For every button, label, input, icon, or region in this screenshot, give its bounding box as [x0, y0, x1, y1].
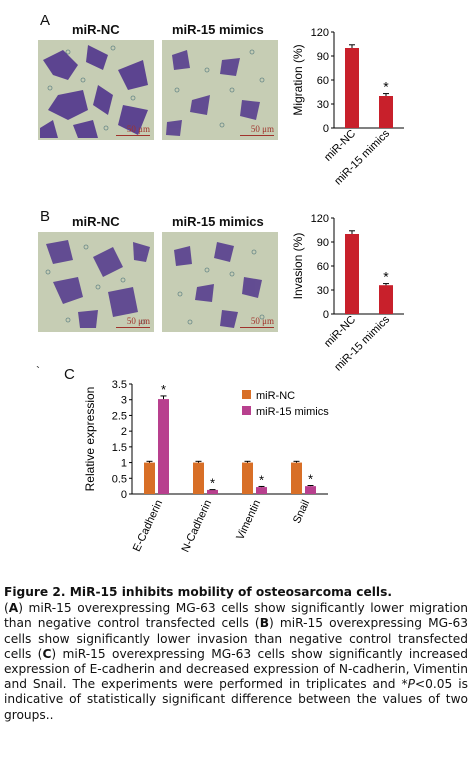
scale-label-a-nc: 50 μm [126, 124, 150, 134]
expression-ytick-label-2: 1 [121, 458, 127, 470]
panel-a-letter: A [40, 12, 51, 29]
panel-b-letter: B [40, 208, 51, 225]
migration-ytick-label-1: 30 [317, 99, 329, 111]
invasion-ytick-label-1: 30 [317, 285, 329, 297]
expression-sig-1: * [210, 476, 215, 491]
panel-b-label-mimics: miR-15 mimics [172, 214, 264, 229]
caption-ref-c: C [42, 646, 52, 661]
invasion-ylabel: Invasion (%) [291, 233, 305, 300]
invasion-ytick-label-3: 90 [317, 237, 329, 249]
scale-bar-a-nc [116, 135, 150, 136]
expression-xtick-label-0: E-Cadherin [131, 498, 165, 553]
expression-ylabel: Relative expression [83, 387, 97, 492]
migration-ylabel: Migration (%) [291, 44, 305, 115]
caption-part-1: ) miR-15 overexpressing MG-63 cells show… [4, 601, 468, 631]
invasion-bar-0 [345, 234, 359, 314]
expression-ytick-label-0: 0 [121, 489, 127, 501]
expression-ytick-label-6: 3 [121, 395, 127, 407]
panel-a-label-nc: miR-NC [72, 22, 120, 37]
expression-ytick-label-1: 0.5 [112, 473, 127, 485]
expression-ytick-label-5: 2.5 [112, 410, 127, 422]
expression-legend-label-0: miR-NC [256, 390, 295, 402]
scale-bar-b-nc [116, 327, 150, 328]
expression-bar-2-1 [256, 487, 267, 494]
panel-c-letter: C [64, 366, 75, 383]
figure-caption: Figure 2. MiR-15 inhibits mobility of os… [4, 585, 468, 723]
expression-xtick-label-3: Snail [291, 498, 312, 525]
caption-ref-b: B [259, 616, 269, 631]
caption-part-2: ) miR-15 overexpressing MG-63 cells show… [4, 616, 468, 661]
micrograph-a-nc: 50 μm [38, 40, 154, 140]
expression-legend-label-1: miR-15 mimics [256, 406, 329, 418]
expression-sig-3: * [308, 472, 313, 487]
invasion-sig-1: * [383, 269, 389, 285]
micrograph-a-nc-cells [40, 45, 148, 138]
invasion-ytick-label-0: 0 [323, 309, 329, 321]
scale-label-b-nc: 50 μm [126, 316, 150, 326]
migration-bar-1 [379, 96, 393, 128]
expression-ytick-label-7: 3.5 [112, 379, 127, 391]
expression-sig-0: * [161, 382, 166, 397]
migration-ytick-label-4: 120 [311, 27, 329, 39]
scale-label-a-mimics: 50 μm [250, 124, 274, 134]
expression-xtick-label-2: Vimentin [234, 498, 263, 542]
expression-bar-3-1 [305, 486, 316, 494]
expression-sig-2: * [259, 472, 264, 487]
expression-bar-3-0 [291, 462, 302, 494]
invasion-ytick-label-2: 60 [317, 261, 329, 273]
expression-chart: 0 0.5 1 1.5 2 2.5 3 3.5 * E-Cadherin * N-Cadherin * V… [83, 379, 329, 554]
micrograph-b-mimics-cells [174, 242, 265, 328]
scale-bar-b-mimics [240, 327, 274, 328]
migration-sig-1: * [383, 79, 389, 95]
invasion-bar-1 [379, 285, 393, 314]
expression-ytick-label-3: 1.5 [112, 442, 127, 454]
invasion-ytick-label-4: 120 [311, 213, 329, 225]
micrograph-b-nc-cells [45, 240, 150, 328]
caption-part-4: <0.05 is indicative of statistically sig… [4, 677, 468, 722]
expression-bar-1-1 [207, 489, 218, 494]
panel-b-label-nc: miR-NC [72, 214, 120, 229]
expression-legend-swatch-1 [242, 406, 251, 415]
expression-bar-2-0 [242, 462, 253, 494]
migration-ytick-label-2: 60 [317, 75, 329, 87]
micrograph-a-mimics: 50 μm [162, 40, 278, 140]
caption-text: (A) miR-15 overexpressing MG-63 cells sh… [4, 601, 468, 722]
micrograph-a-mimics-cells [166, 49, 265, 136]
expression-xtick-label-1: N-Cadherin [180, 498, 215, 554]
micrograph-b-nc: 50 μm [38, 232, 154, 332]
scale-bar-a-mimics [240, 135, 274, 136]
caption-ref-a: A [8, 601, 19, 616]
expression-ytick-label-4: 2 [121, 426, 127, 438]
expression-bar-1-0 [193, 462, 204, 494]
migration-bar-0 [345, 48, 359, 128]
micrograph-b-mimics: 50 μm [162, 232, 278, 332]
expression-bar-0-0 [144, 462, 155, 494]
caption-title: Figure 2. MiR-15 inhibits mobility of os… [4, 585, 392, 599]
panel-a-label-mimics: miR-15 mimics [172, 22, 264, 37]
caption-part-3: ) miR-15 overexpressing MG-63 cells show… [4, 646, 468, 692]
caption-p-italic: P [407, 677, 415, 692]
expression-legend-swatch-0 [242, 390, 251, 399]
scale-label-b-mimics: 50 μm [250, 316, 274, 326]
migration-ytick-label-3: 90 [317, 51, 329, 63]
expression-bar-0-1 [158, 399, 169, 494]
migration-ytick-label-0: 0 [323, 123, 329, 135]
stray-mark: ` [36, 364, 40, 378]
